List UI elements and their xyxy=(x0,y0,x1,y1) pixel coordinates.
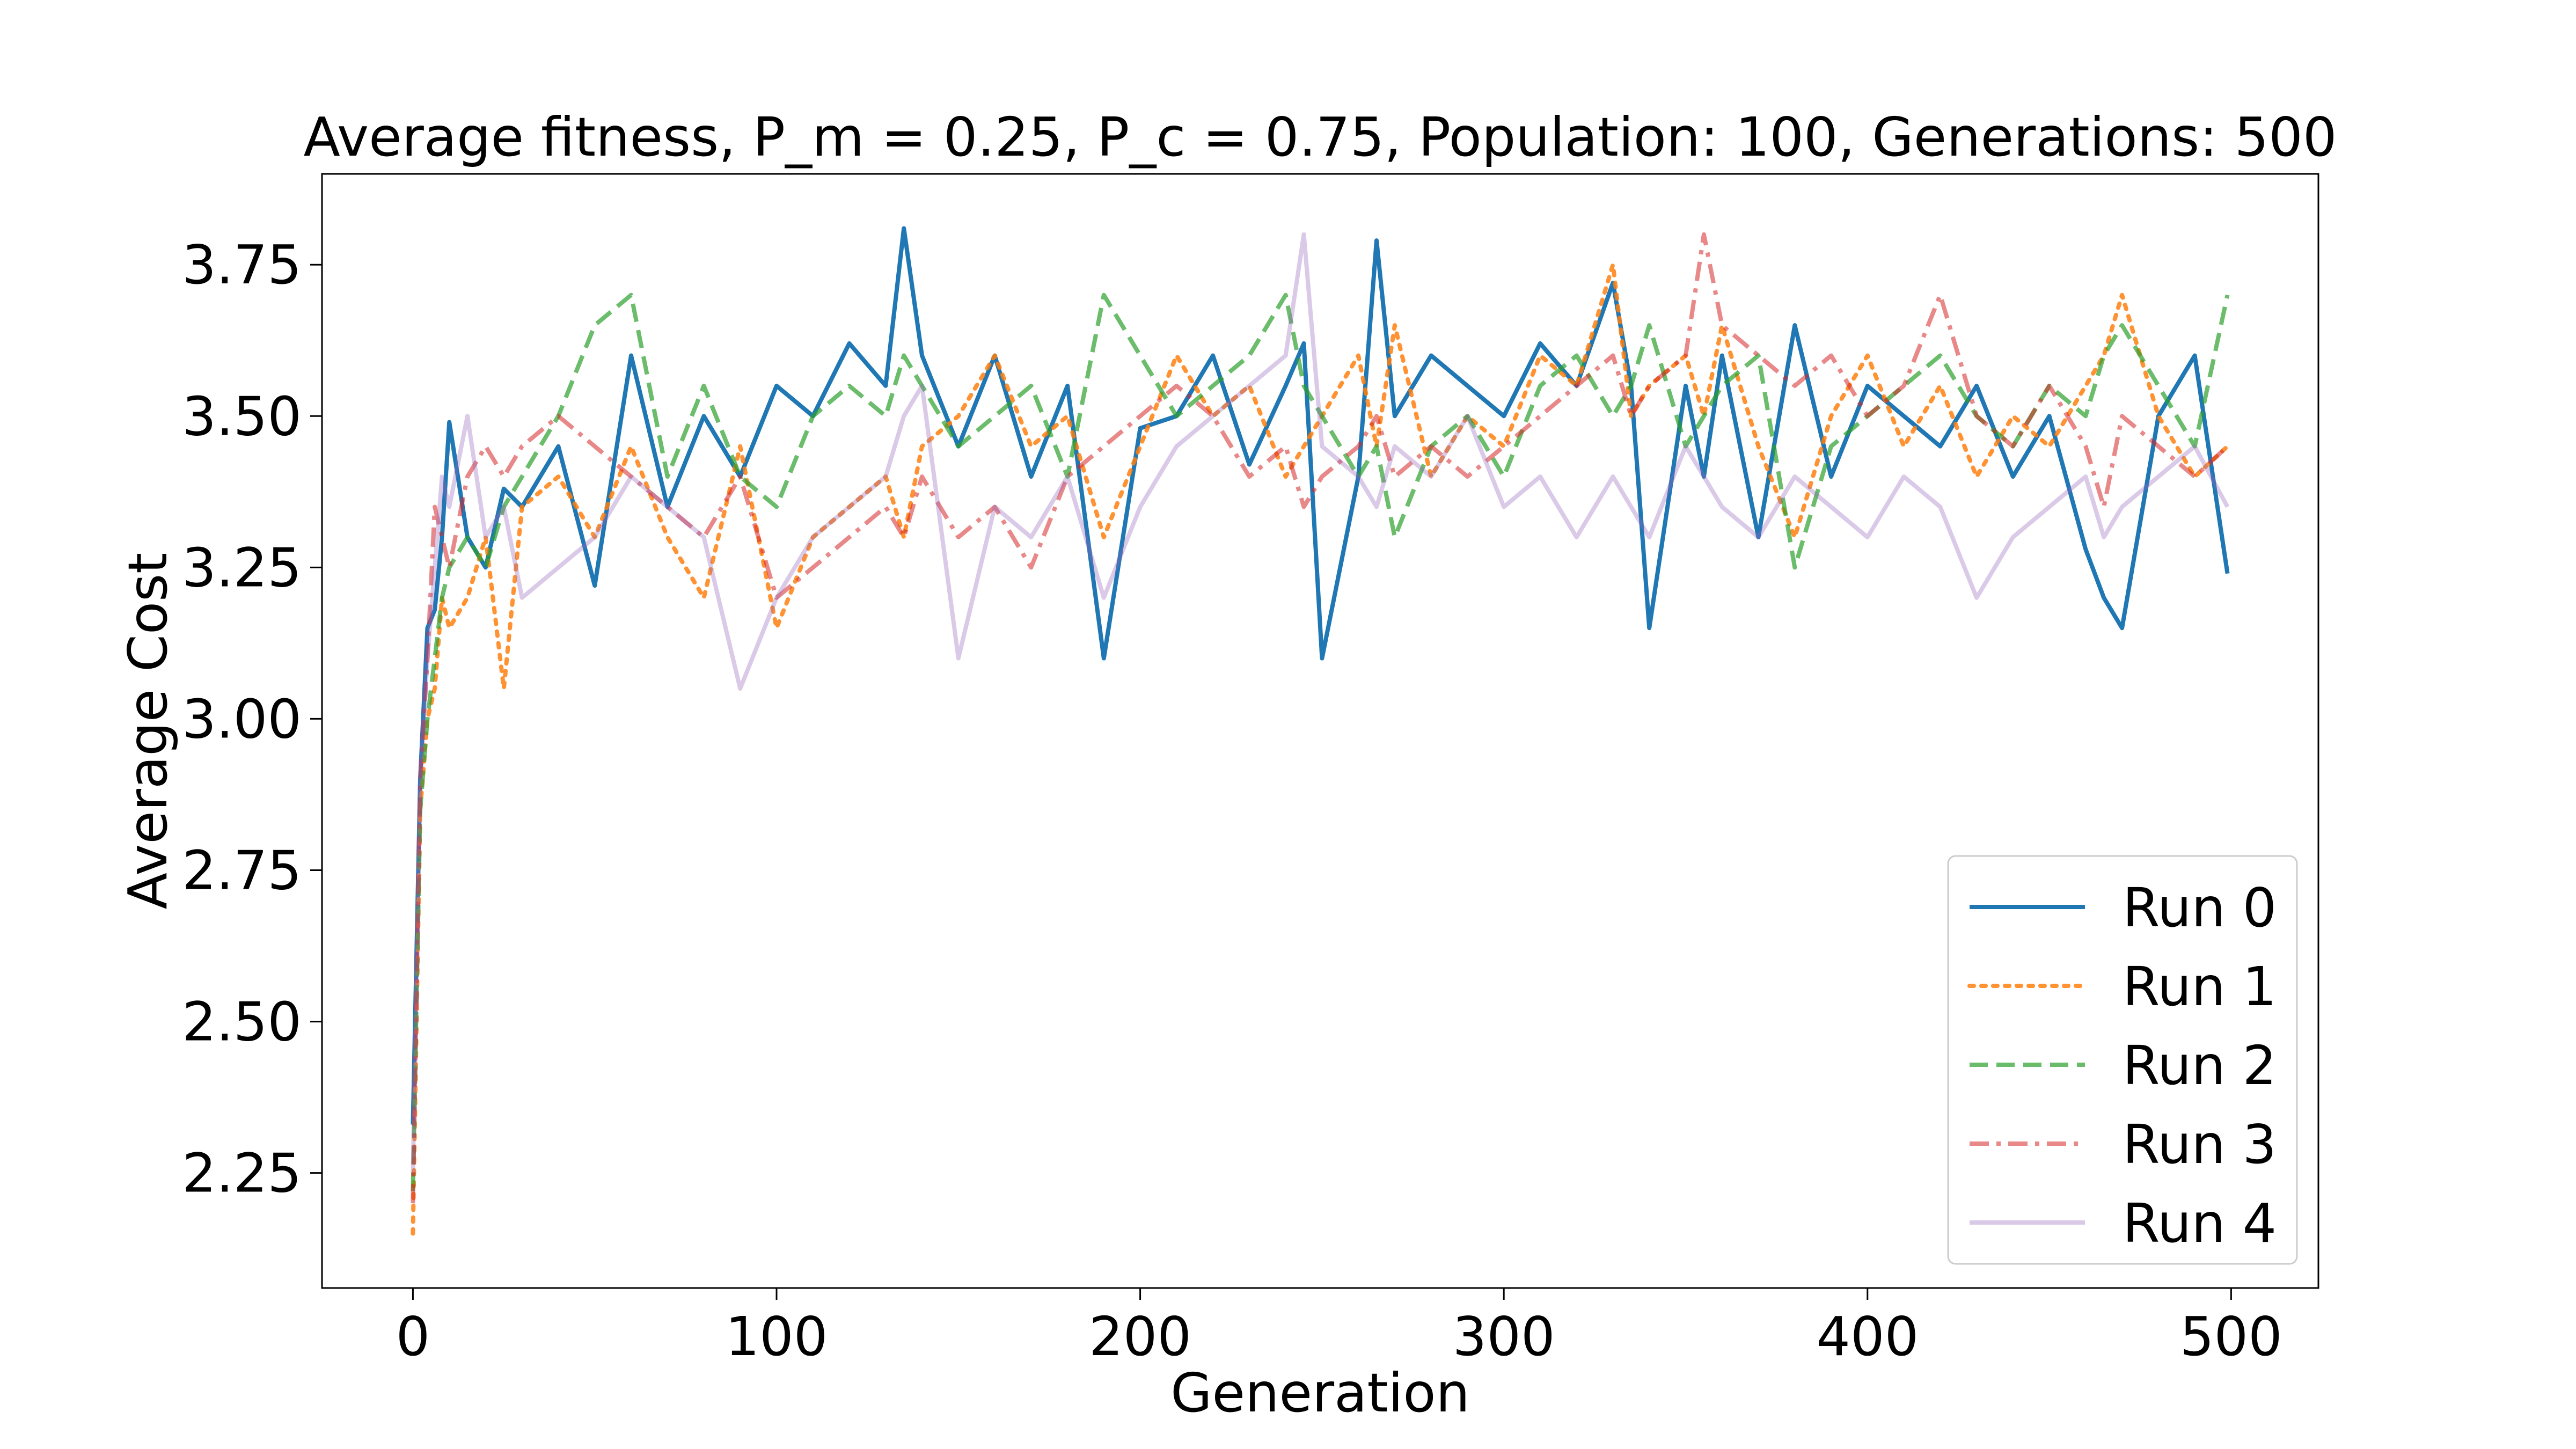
legend-label-run-2: Run 2 xyxy=(2123,1034,2277,1097)
x-tick-label: 500 xyxy=(2180,1305,2282,1368)
x-axis-title: Generation xyxy=(1170,1362,1470,1424)
x-tick-label: 200 xyxy=(1089,1305,1191,1368)
series-line-run-4 xyxy=(411,232,2230,1173)
x-tick-label: 400 xyxy=(1816,1305,1919,1368)
legend-label-run-0: Run 0 xyxy=(2123,876,2277,939)
y-tick-label: 2.75 xyxy=(182,839,302,902)
y-axis-title: Average Cost xyxy=(116,553,179,910)
legend-label-run-1: Run 1 xyxy=(2123,955,2277,1018)
series-layer xyxy=(411,226,2230,1236)
y-tick-label: 2.50 xyxy=(182,991,302,1053)
y-tick-label: 2.25 xyxy=(182,1142,302,1205)
series-line-run-3 xyxy=(411,232,2229,1204)
series-line-run-2 xyxy=(411,292,2230,1191)
y-tick-label: 3.25 xyxy=(182,536,302,599)
legend-label-run-4: Run 4 xyxy=(2123,1192,2277,1255)
y-tick-label: 3.75 xyxy=(182,233,302,296)
x-tick-label: 300 xyxy=(1453,1305,1555,1368)
x-tick-label: 0 xyxy=(396,1305,430,1368)
y-tick-label: 3.50 xyxy=(182,385,302,448)
y-tick-label: 3.00 xyxy=(182,687,302,750)
y-axis: 2.25 2.50 2.75 3.00 3.25 3.50 3.75 xyxy=(182,233,322,1205)
chart-title: Average fitness, P_m = 0.25, P_c = 0.75,… xyxy=(303,106,2337,169)
series-line-run-1 xyxy=(411,262,2230,1236)
legend-label-run-3: Run 3 xyxy=(2123,1113,2277,1176)
legend: Run 0 Run 1 Run 2 Run 3 Run 4 xyxy=(1947,855,2298,1265)
legend-box xyxy=(1947,855,2298,1265)
x-axis: 0 100 200 300 400 500 xyxy=(396,1288,2282,1368)
plot-frame xyxy=(321,173,2319,1289)
x-tick-label: 100 xyxy=(726,1305,828,1368)
